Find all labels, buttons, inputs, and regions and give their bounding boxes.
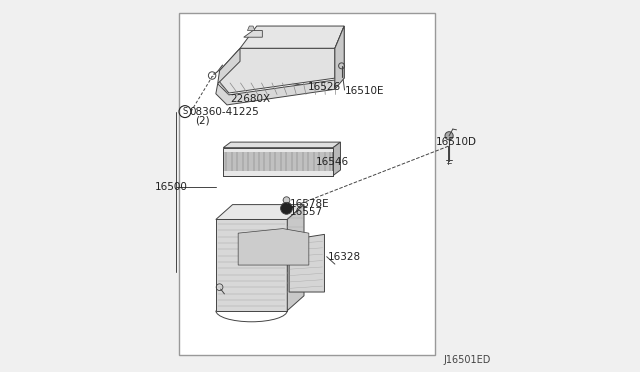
- Polygon shape: [218, 48, 240, 84]
- Text: 16510D: 16510D: [435, 137, 476, 147]
- Polygon shape: [287, 205, 304, 311]
- Text: 16510E: 16510E: [346, 86, 385, 96]
- Polygon shape: [216, 219, 287, 311]
- Polygon shape: [216, 205, 304, 219]
- Text: 16328: 16328: [328, 253, 360, 262]
- Bar: [223, 171, 333, 176]
- Circle shape: [445, 132, 453, 140]
- Text: 22680X: 22680X: [231, 94, 271, 103]
- Text: 16546: 16546: [316, 157, 349, 167]
- Circle shape: [283, 197, 290, 203]
- Text: S: S: [182, 107, 188, 116]
- Polygon shape: [216, 80, 335, 105]
- Text: J16501ED: J16501ED: [443, 355, 490, 365]
- Circle shape: [280, 202, 292, 214]
- Bar: [223, 148, 333, 176]
- Polygon shape: [238, 228, 309, 265]
- Bar: [223, 148, 333, 176]
- Text: 08360-41225: 08360-41225: [189, 107, 259, 116]
- Polygon shape: [240, 26, 344, 48]
- Text: (2): (2): [195, 115, 209, 125]
- Text: 16578E: 16578E: [291, 199, 330, 209]
- Text: 16526: 16526: [308, 82, 341, 92]
- Bar: [179, 13, 435, 355]
- Bar: [223, 148, 333, 152]
- Polygon shape: [333, 142, 340, 176]
- Polygon shape: [223, 142, 340, 148]
- Polygon shape: [335, 26, 344, 89]
- Text: 16557: 16557: [291, 207, 323, 217]
- Polygon shape: [335, 26, 344, 78]
- Polygon shape: [289, 234, 324, 292]
- Text: 16500: 16500: [154, 182, 188, 192]
- Polygon shape: [248, 26, 255, 31]
- Polygon shape: [220, 48, 335, 93]
- Polygon shape: [244, 31, 262, 37]
